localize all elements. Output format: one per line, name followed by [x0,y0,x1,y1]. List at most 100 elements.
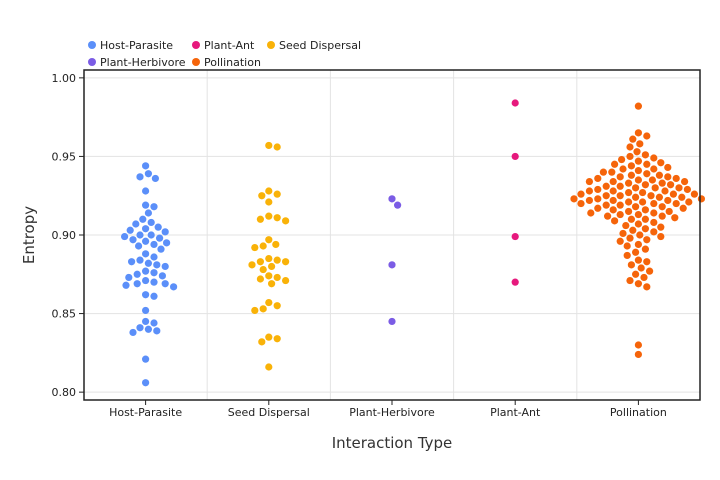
y-tick-label: 0.90 [52,229,77,242]
point-host-parasite [142,237,150,245]
point-host-parasite [161,262,169,271]
point-host-parasite [144,209,152,217]
point-host-parasite [136,231,144,239]
point-host-parasite [129,328,137,337]
x-axis-title: Interaction Type [332,434,453,452]
point-host-parasite [122,281,130,289]
point-host-parasite [144,170,152,178]
point-pollination [599,168,608,176]
point-pollination [609,206,617,214]
point-seed-dispersal [248,261,256,269]
point-seed-dispersal [282,258,290,266]
point-pollination [616,237,624,245]
point-host-parasite [150,292,158,300]
y-axis-title: Entropy [20,206,38,264]
point-pollination [626,143,634,151]
point-pollination [671,214,679,222]
point-pollination [611,217,619,225]
legend-marker-pollination [192,58,200,66]
point-host-parasite [156,234,164,242]
point-plant-ant [511,232,519,241]
point-pollination [577,190,585,198]
point-host-parasite [142,291,150,299]
legend: Host-Parasite Plant-Ant Seed Dispersal Plan… [88,39,361,69]
y-tick-label: 0.80 [52,386,77,399]
y-tick-label: 1.00 [52,72,77,85]
point-seed-dispersal [272,240,280,249]
point-pollination [629,226,637,234]
point-seed-dispersal [258,192,266,200]
point-pollination [643,258,651,266]
point-seed-dispersal [265,363,273,371]
point-pollination [665,207,673,216]
point-pollination [658,212,666,220]
point-pollination [633,148,641,156]
point-host-parasite [147,218,155,227]
point-pollination [655,193,664,201]
x-tick-label: Pollination [610,406,667,419]
point-pollination [664,173,672,181]
point-pollination [643,132,651,140]
point-pollination [643,160,651,168]
point-host-parasite [126,226,134,234]
x-tick-label: Plant-Ant [490,406,541,419]
point-pollination [594,195,602,203]
point-seed-dispersal [265,254,273,263]
point-seed-dispersal [256,275,264,283]
point-pollination [618,155,626,164]
point-pollination [634,240,643,249]
point-host-parasite [153,327,161,335]
point-host-parasite [129,236,137,244]
point-pollination [626,276,634,285]
point-pollination [646,267,654,275]
legend-label-host-parasite: Host-Parasite [100,39,173,52]
point-pollination [632,270,640,278]
point-pollination [640,273,648,282]
point-pollination [619,229,627,238]
point-pollination [648,176,657,184]
point-pollination [641,245,650,253]
point-seed-dispersal [259,242,267,250]
point-pollination [678,193,686,201]
x-axis-ticks: Host-Parasite Seed Dispersal Plant-Herbivo… [109,400,667,419]
point-host-parasite [128,258,136,266]
point-seed-dispersal [273,273,281,282]
point-seed-dispersal [273,143,281,151]
point-host-parasite [132,220,140,228]
point-host-parasite [136,256,144,264]
point-pollination [681,177,689,186]
point-pollination [625,179,633,187]
point-pollination [647,192,655,200]
point-host-parasite [139,215,147,223]
point-pollination [625,198,633,206]
point-pollination [627,261,636,269]
point-pollination [643,283,651,291]
point-pollination [587,209,595,217]
point-plant-herbivore [394,201,402,209]
point-pollination [626,234,634,242]
point-pollination [594,174,602,183]
point-pollination [602,201,610,209]
point-host-parasite [142,225,150,233]
point-seed-dispersal [251,243,259,252]
legend-label-plant-ant: Plant-Ant [204,39,255,52]
point-host-parasite [150,278,158,286]
point-seed-dispersal [265,141,273,150]
point-host-parasite [142,267,150,275]
legend-label-plant-herbivore: Plant-Herbivore [100,56,186,69]
point-pollination [623,251,631,260]
point-pollination [639,188,647,197]
point-pollination [616,210,624,219]
point-seed-dispersal [273,256,281,264]
point-seed-dispersal [256,258,264,266]
point-pollination [634,341,643,349]
point-pollination [661,187,669,195]
point-pollination [585,196,594,205]
point-pollination [667,181,675,189]
point-pollination [643,236,651,244]
point-pollination [643,170,651,178]
point-seed-dispersal [282,276,290,285]
point-host-parasite [142,317,150,326]
point-seed-dispersal [268,262,276,271]
y-axis-ticks: 0.80 0.85 0.90 0.95 1.00 [52,72,84,399]
